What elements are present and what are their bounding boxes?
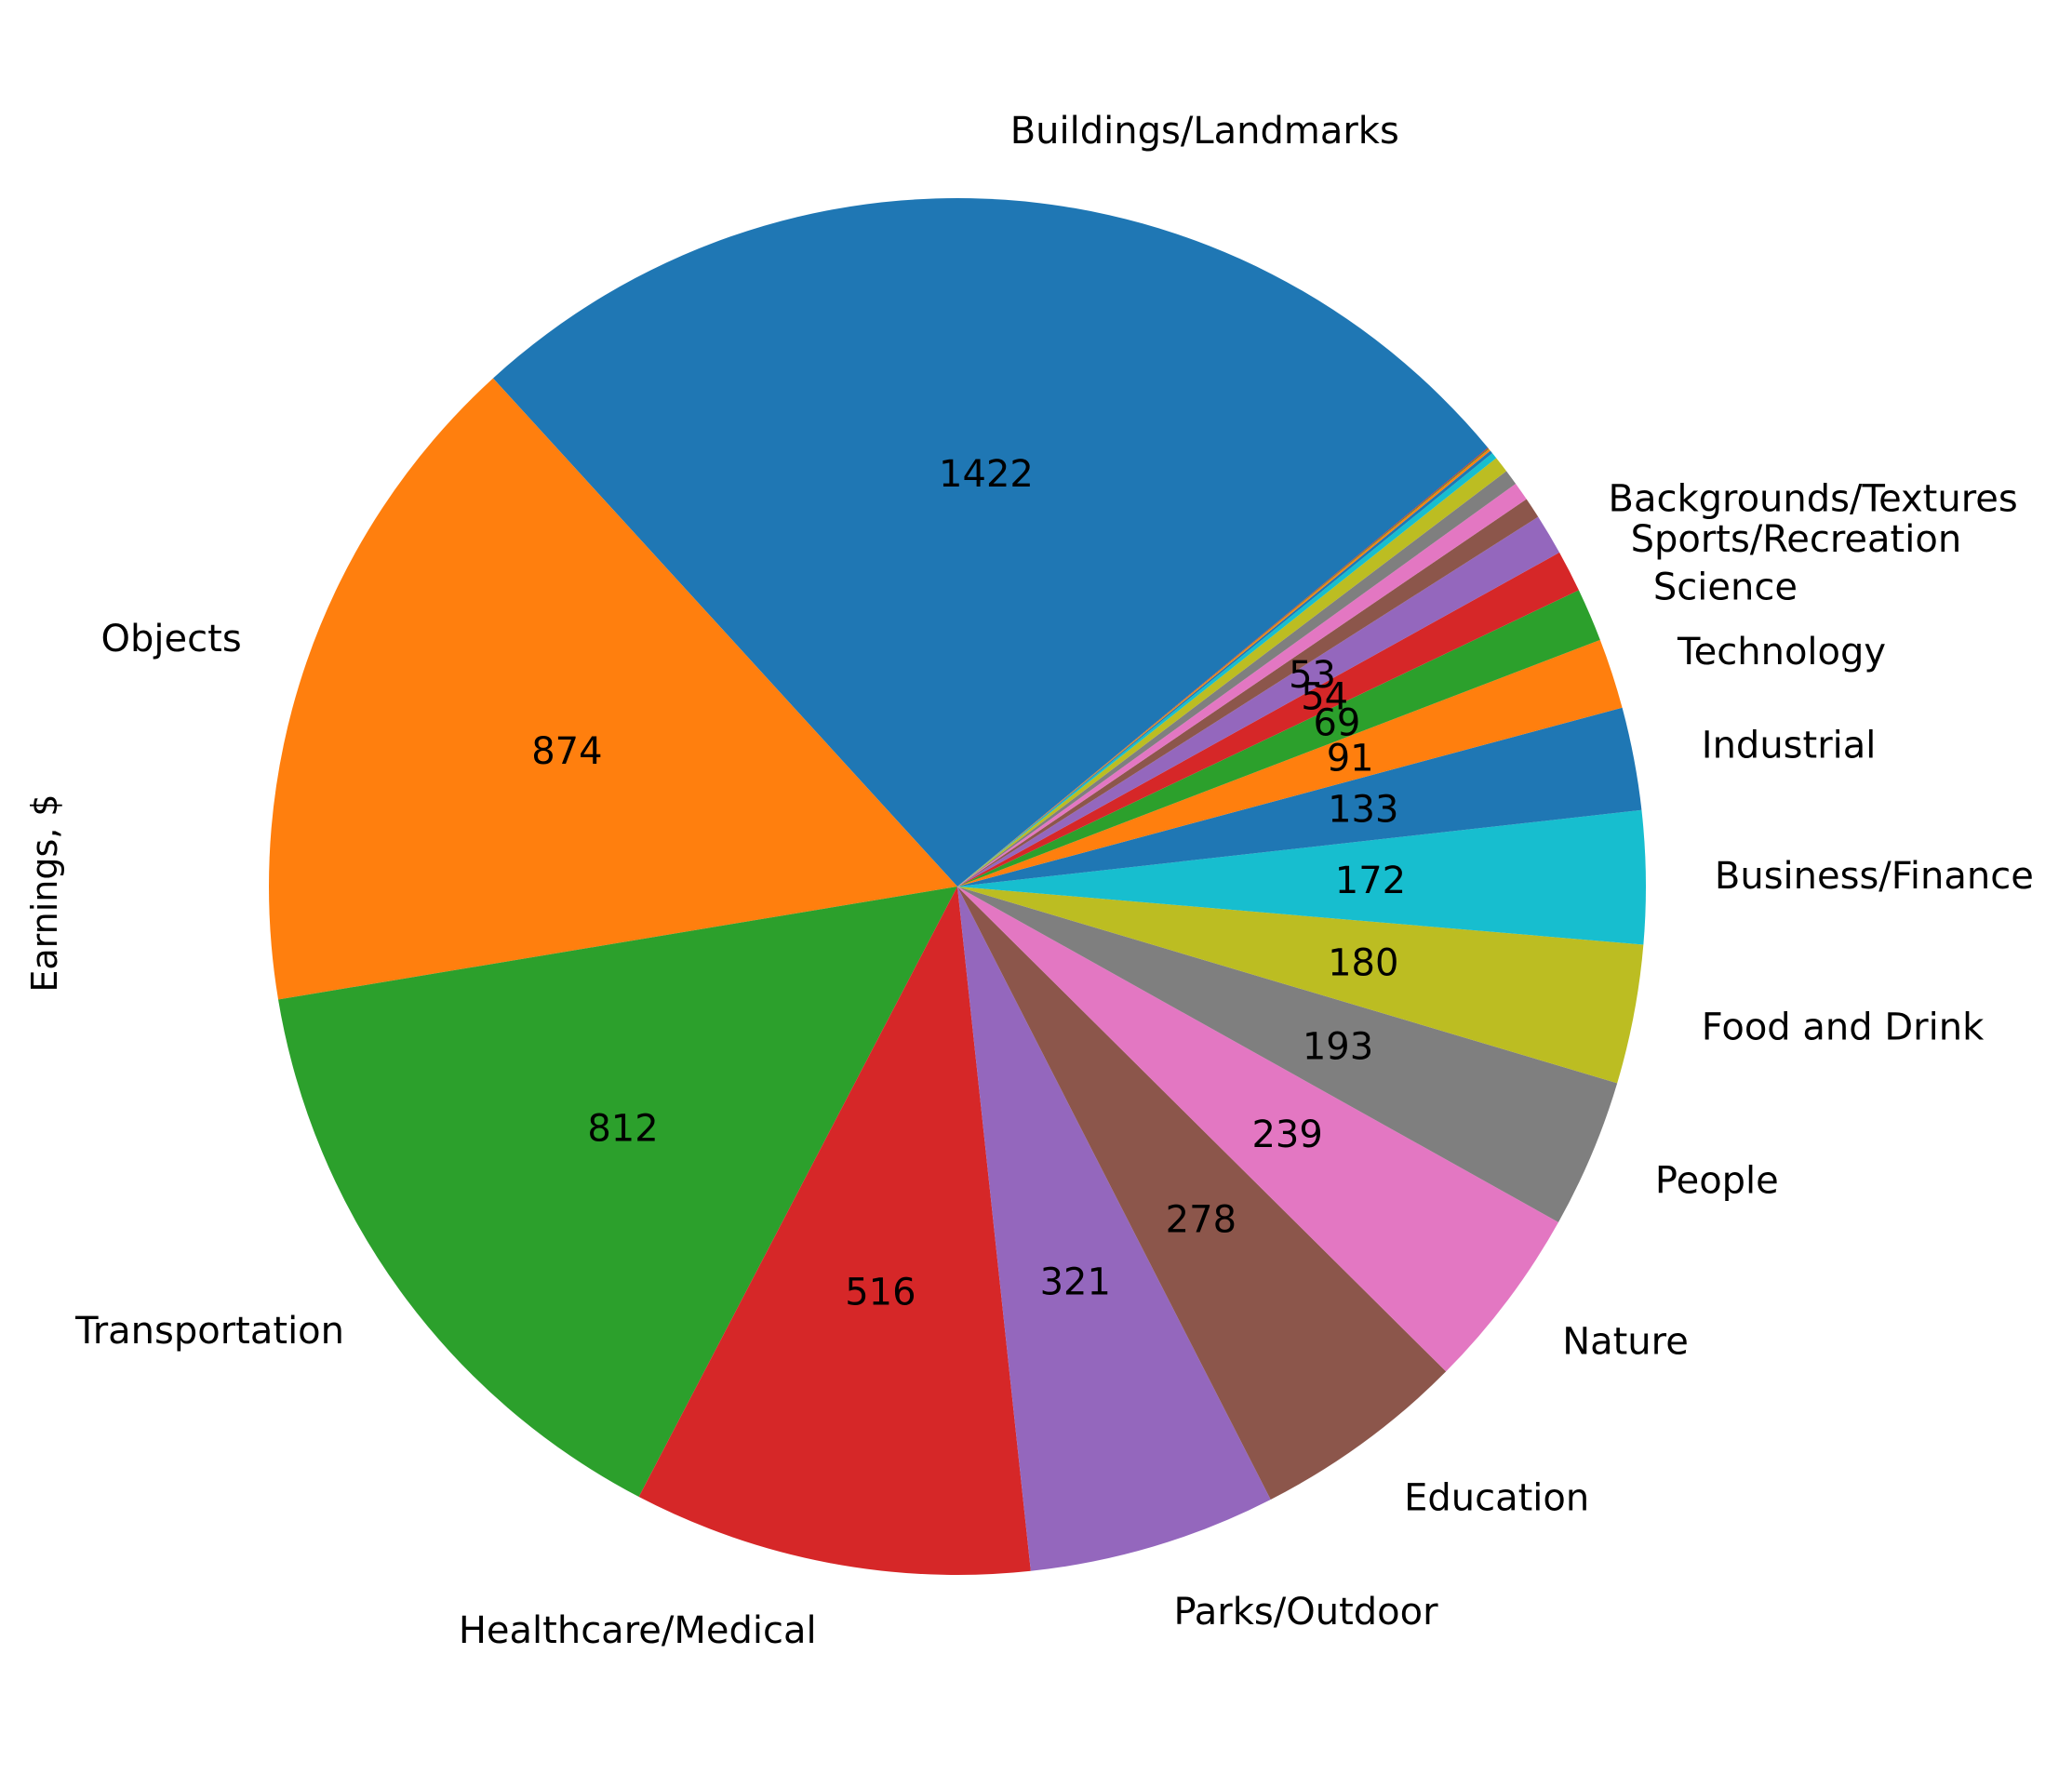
slice-value-label: 54 xyxy=(1301,676,1348,719)
pie-slice xyxy=(957,447,1489,887)
slice-value-label: 180 xyxy=(1328,942,1398,985)
pie-slice xyxy=(957,448,1491,887)
slice-category-label: Objects xyxy=(101,618,242,660)
slice-value-label: 321 xyxy=(1040,1261,1111,1304)
pie-category-labels: Buildings/Landmarks Objects Transportation… xyxy=(74,110,2034,1652)
pie-slice xyxy=(957,499,1539,887)
slice-category-label: Healthcare/Medical xyxy=(459,1609,817,1652)
slice-category-label: Transportation xyxy=(74,1310,344,1353)
slice-category-label: Industrial xyxy=(1702,725,1877,767)
pie-slice xyxy=(278,887,958,1498)
pie-slice xyxy=(957,887,1447,1500)
pie-slice xyxy=(957,447,1490,887)
pie-slice xyxy=(957,552,1579,887)
slice-value-label: 1422 xyxy=(939,453,1034,496)
slice-category-label: Backgrounds/Textures xyxy=(1609,478,2018,521)
slice-category-label: Technology xyxy=(1677,631,1886,674)
y-axis-label: Earnings, $ xyxy=(24,794,65,993)
pie-slice xyxy=(957,887,1559,1372)
pie-slice xyxy=(957,458,1507,887)
slice-value-label: 91 xyxy=(1327,738,1374,780)
slice-value-label: 133 xyxy=(1328,788,1398,831)
slice-category-label: Business/Finance xyxy=(1715,855,2034,898)
slice-category-label: Parks/Outdoor xyxy=(1173,1591,1438,1634)
slice-category-label: Education xyxy=(1404,1476,1589,1519)
slice-value-label: 239 xyxy=(1251,1114,1322,1156)
pie-slice xyxy=(957,887,1644,1084)
pie-slice xyxy=(638,887,1031,1575)
pie-slices xyxy=(269,198,1646,1575)
pie-slice xyxy=(957,483,1527,887)
pie-slice xyxy=(957,471,1517,887)
pie-value-labels: 1422 874 812 516 321 278 239 193 180 172 133 916954… xyxy=(531,453,1406,1314)
slice-value-label: 874 xyxy=(531,730,602,773)
pie-slice xyxy=(957,450,1492,887)
pie-slice xyxy=(269,378,957,1000)
slice-category-label: Science xyxy=(1653,567,1798,609)
slice-category-label: Nature xyxy=(1562,1321,1689,1364)
slice-value-label: 812 xyxy=(587,1108,658,1151)
slice-value-label: 53 xyxy=(1289,654,1336,697)
slice-category-label: People xyxy=(1655,1160,1779,1203)
pie-slice xyxy=(492,198,1489,887)
pie-slice xyxy=(957,639,1623,887)
slice-category-label: Sports/Recreation xyxy=(1631,518,1962,561)
slice-value-label: 69 xyxy=(1313,702,1360,745)
pie-slice xyxy=(957,453,1497,887)
pie-slice xyxy=(957,809,1646,945)
slice-value-label: 193 xyxy=(1303,1026,1373,1069)
slice-category-label: Buildings/Landmarks xyxy=(1010,110,1399,153)
pie-slice xyxy=(957,516,1560,887)
pie-slice xyxy=(957,707,1642,887)
slice-value-label: 516 xyxy=(845,1271,916,1314)
pie-slice xyxy=(957,887,1271,1571)
slice-category-label: Food and Drink xyxy=(1702,1006,1985,1048)
pie-slice xyxy=(957,887,1618,1222)
slice-value-label: 278 xyxy=(1166,1199,1237,1242)
slice-value-label: 172 xyxy=(1335,860,1406,902)
pie-slice xyxy=(957,590,1600,887)
